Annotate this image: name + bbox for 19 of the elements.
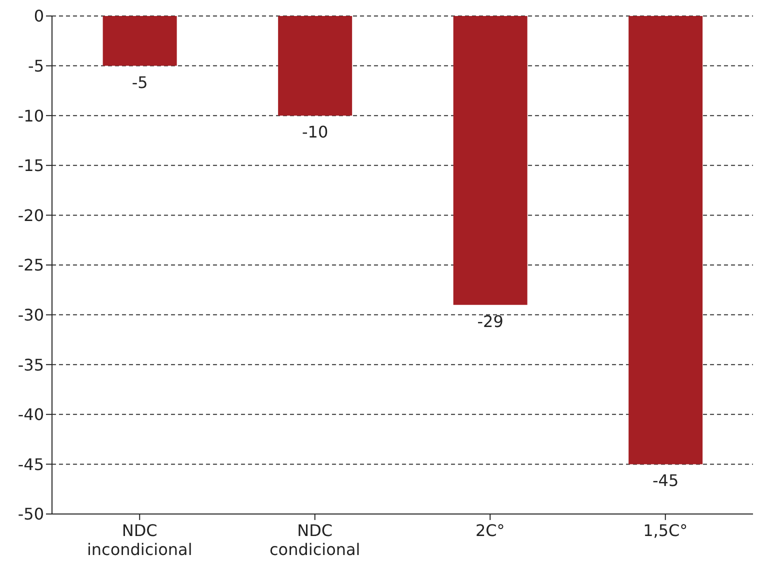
y-tick-label: -50: [18, 504, 44, 524]
x-tick-label: NDC incondicional: [86, 521, 192, 559]
y-tick-label: -30: [18, 305, 44, 324]
data-label: -45: [652, 471, 679, 490]
y-tick-label: -10: [18, 106, 44, 126]
y-tick-label: -45: [18, 454, 44, 474]
y-tick-label: -40: [18, 405, 44, 424]
y-tick-label: -5: [28, 56, 44, 76]
data-label: -5: [132, 72, 148, 92]
y-tick-label: -15: [18, 156, 44, 176]
y-tick-label: -20: [18, 206, 44, 225]
x-tick-label: 2C°: [475, 521, 505, 540]
y-tick-label: -25: [18, 256, 44, 275]
y-tick-label: -35: [18, 355, 44, 374]
x-tick-label: 1,5C°: [643, 521, 688, 540]
x-tick-label: NDC condicional: [270, 521, 360, 559]
y-tick-label: 0: [34, 6, 44, 26]
data-label: -29: [477, 312, 504, 331]
data-label: -10: [302, 122, 328, 142]
